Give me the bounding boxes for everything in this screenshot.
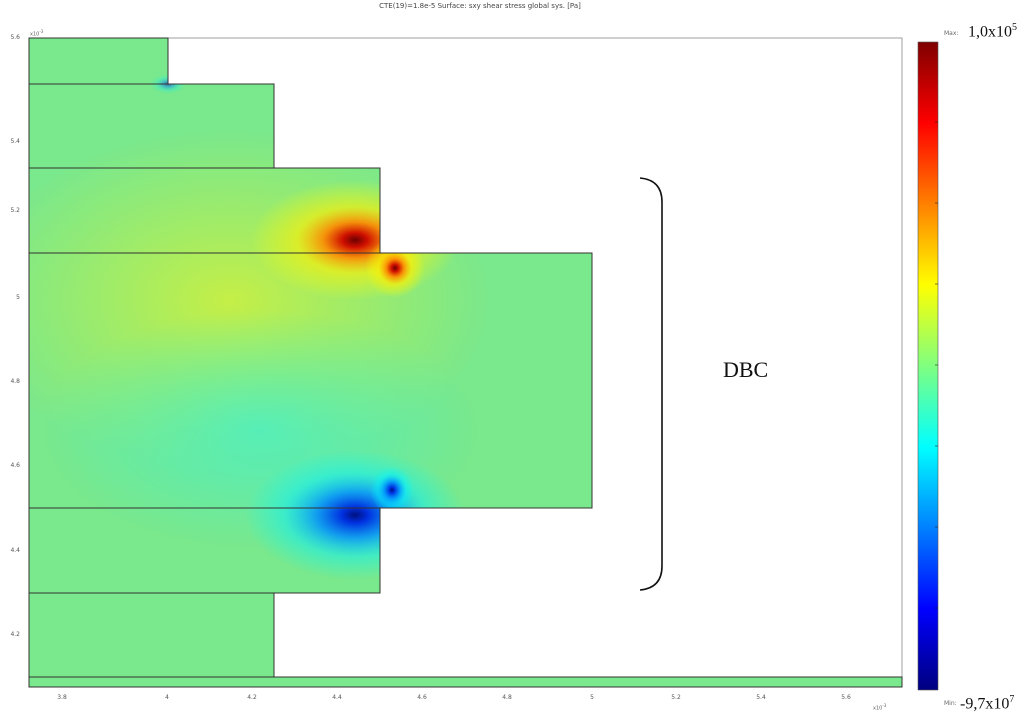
x-tick-label: 4 bbox=[155, 694, 179, 701]
y-tick-label: 5 bbox=[4, 294, 20, 301]
y-tick-label: 4.6 bbox=[4, 462, 20, 469]
x-tick-label: 4.6 bbox=[410, 694, 434, 701]
colorbar-min-tag: Min: bbox=[944, 700, 957, 707]
y-tick-label: 4.2 bbox=[4, 631, 20, 638]
dbc-label: DBC bbox=[723, 357, 768, 383]
y-tick-label: 5.2 bbox=[4, 207, 20, 214]
colorbar bbox=[918, 42, 938, 690]
x-tick-label: 4.4 bbox=[325, 694, 349, 701]
y-tick-label: 4.8 bbox=[4, 378, 20, 385]
y-tick-label: 5.6 bbox=[4, 34, 20, 41]
colorbar-min-value: -9,7x107 bbox=[960, 694, 1014, 713]
x-tick-label: 5.6 bbox=[834, 694, 858, 701]
x-tick-label: 3.8 bbox=[50, 694, 74, 701]
x-tick-label: 4.8 bbox=[495, 694, 519, 701]
colorbar-max-tag: Max: bbox=[944, 30, 958, 37]
x-axis-exponent: x10-3 bbox=[873, 703, 886, 712]
y-tick-label: 4.4 bbox=[4, 547, 20, 554]
x-tick-label: 5.4 bbox=[749, 694, 773, 701]
x-tick-label: 5 bbox=[580, 694, 604, 701]
y-axis-exponent: x10-3 bbox=[30, 29, 43, 38]
x-tick-label: 5.2 bbox=[664, 694, 688, 701]
x-tick-label: 4.2 bbox=[240, 694, 264, 701]
y-tick-label: 5.4 bbox=[4, 138, 20, 145]
colorbar-max-value: 1,0x105 bbox=[968, 22, 1017, 41]
